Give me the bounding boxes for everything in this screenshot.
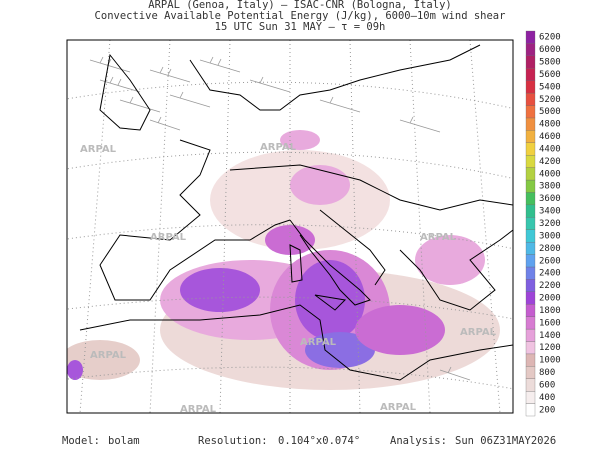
colorbar-label: 4800 xyxy=(539,120,561,130)
footer-label: Model: xyxy=(62,435,100,447)
colorbar-label: 600 xyxy=(539,380,555,390)
colorbar-swatch xyxy=(525,68,536,81)
colorbar-swatch xyxy=(525,291,536,305)
colorbar-label: 2400 xyxy=(539,269,561,279)
colorbar-swatch xyxy=(525,142,536,156)
colorbar-swatch xyxy=(525,117,536,131)
colorbar-label: 1800 xyxy=(539,306,561,316)
footer-label: Analysis: xyxy=(390,435,447,447)
colorbar-swatch xyxy=(525,92,536,106)
footer-value: 0.104°x0.074° xyxy=(278,435,360,447)
watermarks: ARPAL ARPAL ARPAL ARPAL ARPAL ARPAL ARPAL ARPAL… xyxy=(80,142,497,415)
colorbar-label: 5600 xyxy=(539,70,561,80)
colorbar-label: 1200 xyxy=(539,343,561,353)
colorbar-label: 4000 xyxy=(539,169,561,179)
colorbar-swatch xyxy=(525,266,536,280)
colorbar-swatch xyxy=(525,316,536,330)
watermark: ARPAL xyxy=(180,404,217,415)
colorbar-label: 400 xyxy=(539,393,555,403)
colorbar-label: 6000 xyxy=(539,45,561,55)
watermark: ARPAL xyxy=(90,350,127,361)
map: ARPAL ARPAL ARPAL ARPAL ARPAL ARPAL ARPAL ARPAL… xyxy=(66,39,514,415)
colorbar-swatch xyxy=(525,217,536,230)
colorbar-label: 3400 xyxy=(539,207,561,217)
colorbar-swatch xyxy=(525,204,536,218)
colorbar-swatch xyxy=(525,378,536,392)
colorbar-swatch xyxy=(525,328,536,342)
footer-value: bolam xyxy=(108,435,140,447)
colorbar-swatch xyxy=(525,279,536,292)
header-line: Convective Available Potential Energy (J… xyxy=(95,10,506,22)
colorbar-label: 6200 xyxy=(539,33,561,43)
colorbar: 200 400 600 800 1000 1200 1400 1600 1800 2000 2200… xyxy=(525,30,561,417)
watermark: ARPAL xyxy=(380,402,417,413)
watermark: ARPAL xyxy=(420,232,457,243)
map-frame xyxy=(66,39,514,414)
colorbar-label: 800 xyxy=(539,368,555,378)
colorbar-swatch xyxy=(525,43,536,56)
header-line: 15 UTC Sun 31 MAY – τ = 09h xyxy=(215,21,386,33)
watermark: ARPAL xyxy=(150,232,187,243)
colorbar-label: 4600 xyxy=(539,132,561,142)
colorbar-swatch xyxy=(525,304,536,317)
colorbar-swatch xyxy=(525,229,536,243)
colorbar-label: 4200 xyxy=(539,157,561,167)
colorbar-label: 3200 xyxy=(539,219,561,229)
colorbar-label: 5400 xyxy=(539,82,561,92)
colorbar-label: 1000 xyxy=(539,356,561,366)
colorbar-label: 1400 xyxy=(539,331,561,341)
colorbar-label: 3000 xyxy=(539,231,561,241)
colorbar-swatch xyxy=(525,155,536,168)
colorbar-label: 4400 xyxy=(539,144,561,154)
header-line: ARPAL (Genoa, Italy) – ISAC-CNR (Bologna… xyxy=(148,0,451,11)
colorbar-swatch xyxy=(525,179,536,193)
colorbar-swatch xyxy=(525,130,536,143)
colorbar-label: 5800 xyxy=(539,58,561,68)
colorbar-label: 2000 xyxy=(539,294,561,304)
wind-barbs xyxy=(89,56,471,381)
colorbar-label: 2200 xyxy=(539,281,561,291)
watermark: ARPAL xyxy=(300,337,337,348)
coastlines xyxy=(79,44,513,381)
colorbar-swatch xyxy=(525,241,536,255)
colorbar-label: 5200 xyxy=(539,95,561,105)
footer-value: Sun 06Z31MAY2026 xyxy=(455,435,556,447)
watermark: ARPAL xyxy=(260,142,297,153)
colorbar-swatch xyxy=(525,366,536,379)
colorbar-swatch xyxy=(525,353,536,367)
colorbar-label: 2600 xyxy=(539,256,561,266)
footer-label: Resolution: xyxy=(198,435,268,447)
cape-field xyxy=(67,130,500,390)
colorbar-swatch xyxy=(525,105,536,119)
colorbar-label: 3600 xyxy=(539,194,561,204)
colorbar-swatch xyxy=(525,391,536,404)
colorbar-swatch xyxy=(525,30,536,44)
colorbar-swatch xyxy=(525,403,536,417)
colorbar-swatch xyxy=(525,341,536,355)
colorbar-swatch xyxy=(525,167,536,181)
colorbar-swatch xyxy=(525,55,536,69)
colorbar-label: 200 xyxy=(539,405,555,415)
colorbar-swatch xyxy=(525,192,536,206)
colorbar-label: 5000 xyxy=(539,107,561,117)
colorbar-swatch xyxy=(525,254,536,268)
colorbar-swatch xyxy=(525,80,536,94)
watermark: ARPAL xyxy=(460,327,497,338)
watermark: ARPAL xyxy=(80,144,117,155)
colorbar-label: 3800 xyxy=(539,182,561,192)
colorbar-label: 2800 xyxy=(539,244,561,254)
colorbar-label: 1600 xyxy=(539,318,561,328)
